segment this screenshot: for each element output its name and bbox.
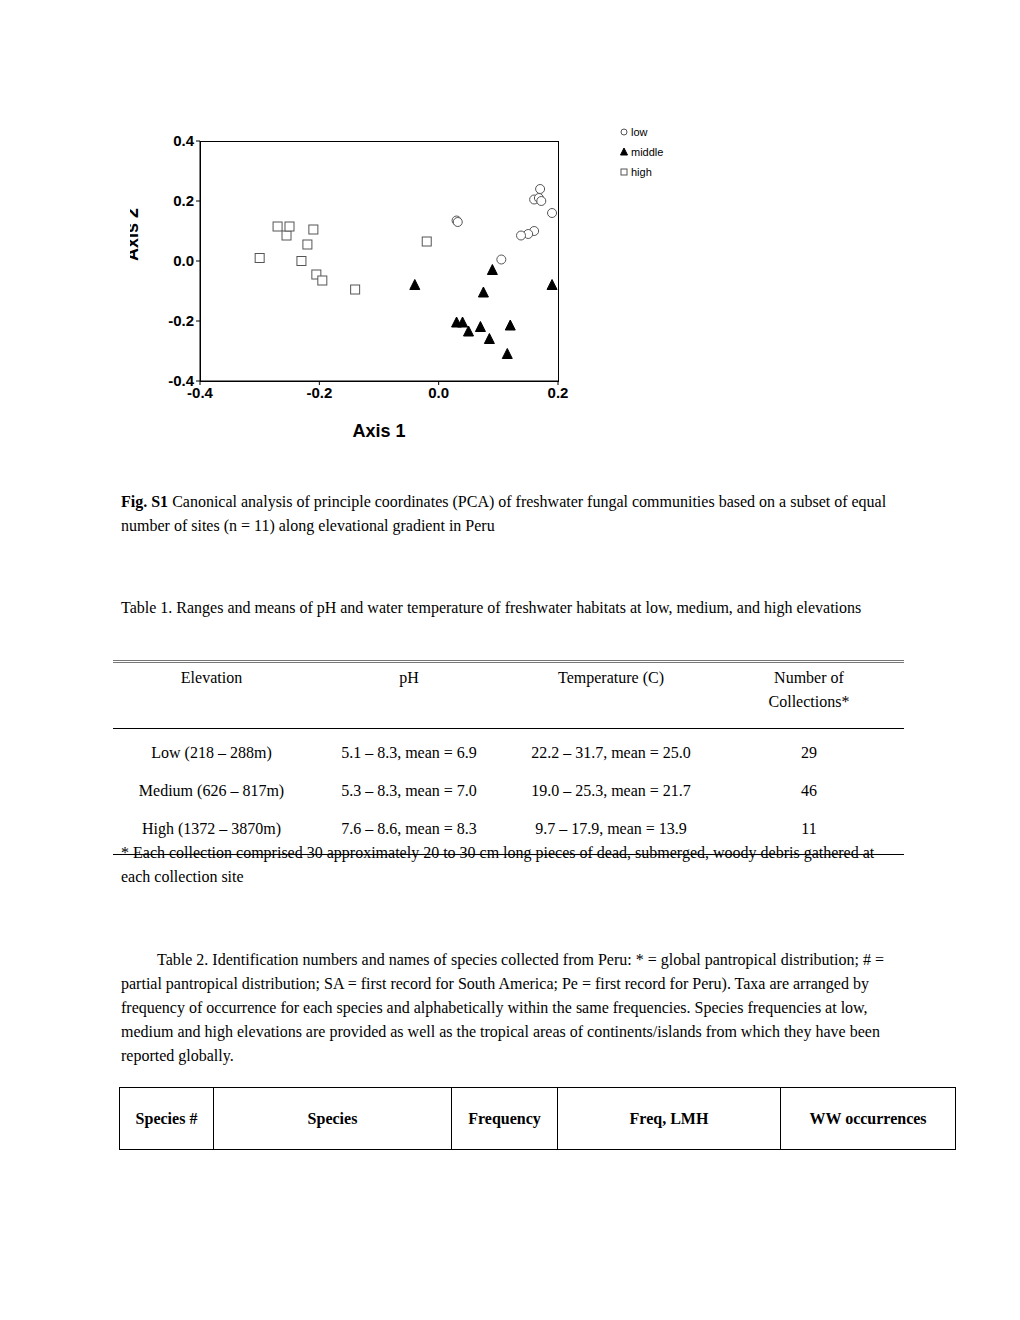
html-text:high: high xyxy=(631,166,652,178)
html-text:5.1 – 8.3, mean = 6.9: 5.1 – 8.3, mean = 6.9 xyxy=(341,744,477,761)
svg-text:0.0: 0.0 xyxy=(428,384,449,401)
svg-text:-0.2: -0.2 xyxy=(168,312,194,329)
html-text:Freq, LMH: Freq, LMH xyxy=(629,1109,709,1127)
html-text:29: 29 xyxy=(801,744,817,761)
svg-text:0.2: 0.2 xyxy=(173,192,194,209)
html-text:Temperature (C): Temperature (C) xyxy=(558,669,664,686)
html-text:Medium (626 – 817m): Medium (626 – 817m) xyxy=(138,782,285,799)
html-text:5.3 – 8.3, mean = 7.0: 5.3 – 8.3, mean = 7.0 xyxy=(341,782,477,799)
svg-text:Axis 1: Axis 1 xyxy=(352,421,405,441)
html-text:Fig. S1 Canonical analysis of: Fig. S1 Canonical analysis of principle … xyxy=(121,493,887,534)
svg-text:0.2: 0.2 xyxy=(548,384,569,401)
html-text:46: 46 xyxy=(801,782,817,799)
html-text:Table 2. Identification number: Table 2. Identification numbers and name… xyxy=(121,951,884,1064)
svg-text:0.4: 0.4 xyxy=(173,132,195,149)
html-text:WW occurrences: WW occurrences xyxy=(809,1109,927,1127)
html-text:Species: Species xyxy=(307,1109,358,1127)
html-text:pH: pH xyxy=(399,669,419,686)
html-text:Elevation: Elevation xyxy=(180,669,243,686)
html-text:9.7 – 17.9, mean = 13.9: 9.7 – 17.9, mean = 13.9 xyxy=(535,820,687,837)
html-text:Low (218 – 288m): Low (218 – 288m) xyxy=(151,744,272,761)
svg-text:-0.4: -0.4 xyxy=(187,383,213,401)
html-text:Number of Collections*: Number of Collections* xyxy=(768,669,850,710)
html-text:middle: middle xyxy=(631,146,664,158)
svg-text:-0.2: -0.2 xyxy=(306,384,332,401)
svg-text:Axis 2: Axis 2 xyxy=(130,208,142,261)
html-text:22.2 – 31.7, mean = 25.0: 22.2 – 31.7, mean = 25.0 xyxy=(531,744,691,761)
html-text:Frequency: Frequency xyxy=(468,1109,541,1127)
svg-text:0.0: 0.0 xyxy=(173,252,194,269)
html-text:7.6 – 8.6, mean = 8.3: 7.6 – 8.6, mean = 8.3 xyxy=(341,820,477,837)
html-text:High (1372 – 3870m): High (1372 – 3870m) xyxy=(141,820,281,837)
svg-text:-0.4: -0.4 xyxy=(168,372,195,389)
html-text:* Each collection comprised 30: * Each collection comprised 30 approxima… xyxy=(121,844,875,885)
html-text:19.0 – 25.3, mean = 21.7: 19.0 – 25.3, mean = 21.7 xyxy=(531,782,691,799)
html-text:low: low xyxy=(631,126,648,138)
html-text:11: 11 xyxy=(801,820,817,837)
html-text:Table 1. Ranges and means of p: Table 1. Ranges and means of pH and wate… xyxy=(121,599,862,616)
html-text:Species #: Species # xyxy=(135,1109,198,1127)
